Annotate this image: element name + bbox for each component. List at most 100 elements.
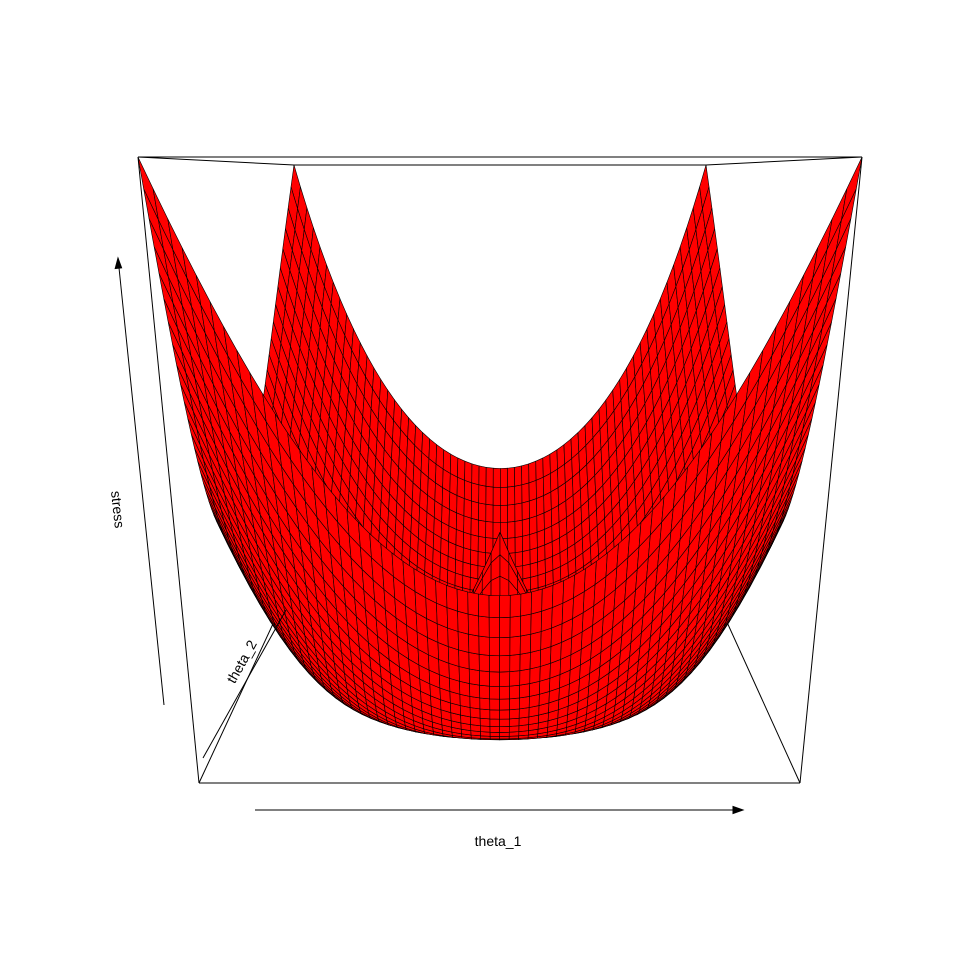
surface-facet [520, 591, 532, 617]
box-edge-bottom-left-depth [198, 597, 286, 784]
surface-facet [489, 698, 500, 711]
surface-facet [468, 668, 480, 686]
surface-facet [514, 535, 523, 554]
surface-facet [509, 593, 522, 618]
surface-facet [521, 517, 531, 537]
surface-facet [509, 670, 521, 687]
surface-facet [499, 718, 510, 727]
surface-facet [499, 685, 510, 700]
surface-facet [488, 636, 500, 657]
surface-facet [535, 457, 544, 481]
surface-facet [536, 512, 545, 533]
surface-facet [457, 457, 466, 481]
box-edge-top-right [705, 156, 863, 166]
surface-facet [530, 575, 539, 591]
y-axis-label: theta_2 [223, 637, 260, 686]
surface-facet [528, 479, 537, 502]
surface-facet [499, 726, 510, 733]
surface-facet [519, 696, 530, 710]
surface-facet [469, 683, 481, 699]
surface-facet [485, 466, 494, 488]
surface-facet [471, 463, 480, 486]
y-axis-arrow [202, 609, 287, 759]
surface-facet [463, 498, 472, 519]
surface-facet [509, 615, 521, 638]
surface-facet [470, 500, 479, 521]
surface-facet [478, 615, 490, 638]
surface-facet [519, 668, 531, 686]
surface-facet [499, 595, 511, 618]
surface-facet [479, 697, 491, 711]
surface-facet [454, 559, 464, 576]
surface-facet [471, 482, 480, 504]
bounding-box-front [137, 156, 863, 784]
surface-facet [455, 544, 464, 563]
surface-facet [464, 460, 473, 484]
surface-facet [488, 616, 500, 638]
surface-facet [507, 466, 515, 488]
surface-facet [478, 593, 490, 618]
surface-facet [458, 649, 470, 670]
surface-facet [536, 528, 546, 549]
surface-facet [514, 519, 523, 538]
surface-facet [469, 707, 481, 719]
z-axis-label: stress [108, 490, 128, 529]
stress-surface [137, 156, 863, 741]
surface-facet [463, 515, 472, 535]
surface-facet [478, 484, 487, 505]
surface-facet [480, 725, 491, 733]
box-edge-right-front-vertical [799, 156, 863, 784]
surface-facet [529, 531, 538, 551]
surface-facet [470, 563, 479, 580]
box-edge-top-left [137, 156, 295, 166]
surface-facet [509, 653, 521, 673]
surface-facet [468, 633, 480, 655]
surface-facet [489, 726, 500, 733]
surface-facet [499, 671, 511, 687]
surface-facet [528, 498, 538, 519]
surface-facet [492, 504, 501, 523]
axis-arrows [114, 256, 745, 815]
surface-facet [536, 495, 545, 517]
surface-facet [535, 476, 544, 500]
surface-facet [509, 635, 521, 656]
surface-facet [509, 684, 521, 700]
box-edge-bottom-right-depth [715, 597, 801, 784]
surface-facet [499, 655, 511, 673]
surface-facet [462, 547, 472, 565]
surface-facet [455, 528, 464, 549]
surface-facet [489, 718, 500, 727]
surface-facet [435, 580, 448, 609]
surface-facet [489, 685, 500, 700]
surface-facet [518, 707, 530, 719]
surface-facet [519, 633, 532, 655]
surface-facet [507, 537, 516, 554]
surface-facet [537, 544, 546, 563]
surface-facet [520, 613, 532, 637]
surface-facet [500, 504, 508, 523]
surface-facet [485, 485, 494, 506]
surface-facet [463, 479, 473, 502]
surface-facet [514, 502, 523, 522]
surface-facet [470, 517, 479, 537]
z-axis-arrowhead [114, 256, 123, 270]
surface-facet [507, 521, 516, 539]
x-axis-arrowhead [732, 805, 745, 815]
surface-facet [529, 515, 538, 535]
surface-facet [478, 502, 487, 522]
surface-facet [479, 684, 491, 700]
surface-facet [521, 463, 530, 486]
surface-facet [479, 708, 491, 720]
surface-facet [529, 666, 541, 684]
surface-facet [485, 504, 494, 523]
surface-facet [456, 495, 465, 517]
surface-facet [456, 588, 469, 615]
surface-facet [514, 551, 524, 568]
surface-facet [841, 156, 863, 220]
surface-facet [537, 559, 546, 576]
surface-facet [478, 635, 490, 656]
surface-facet [519, 652, 531, 672]
surface-facet [462, 561, 471, 578]
surface-facet [462, 575, 471, 591]
surface-facet [500, 467, 508, 488]
